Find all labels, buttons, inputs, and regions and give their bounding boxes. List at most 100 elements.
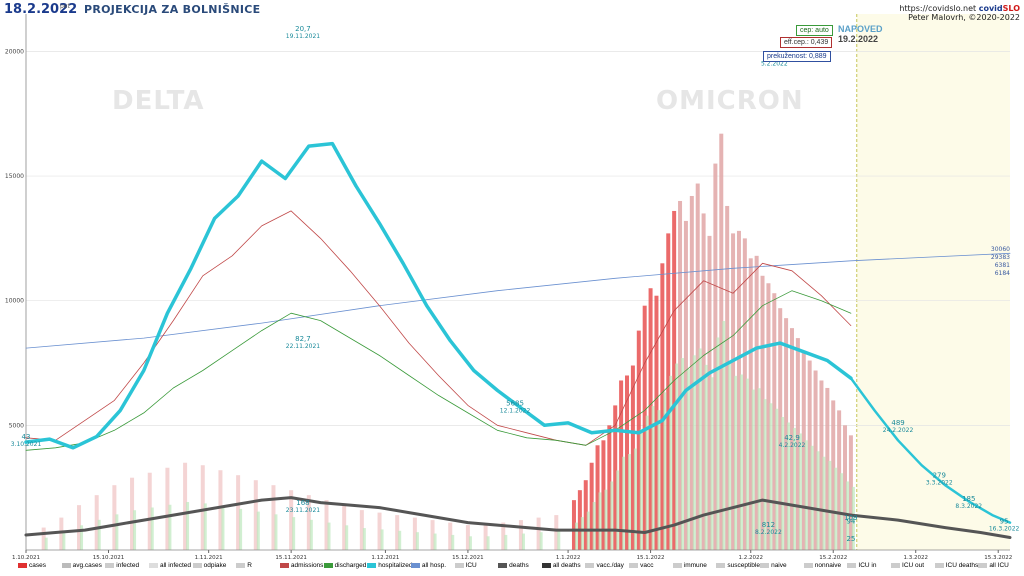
cases-bar bbox=[200, 465, 205, 550]
cases-bar bbox=[253, 480, 258, 550]
legend-item[interactable]: infected bbox=[105, 562, 139, 569]
legend-item[interactable]: ICU in bbox=[847, 562, 876, 569]
legend-item[interactable]: all ICU bbox=[978, 562, 1009, 569]
y-tick-label: 15000 bbox=[5, 173, 24, 180]
discharged-bar bbox=[345, 525, 349, 550]
cases-bar bbox=[619, 380, 624, 550]
discharged-bar bbox=[828, 460, 832, 550]
legend-label: avg.cases bbox=[72, 562, 102, 569]
legend-item[interactable]: ICU deaths bbox=[934, 562, 979, 569]
legend-item[interactable]: susceptible bbox=[716, 562, 760, 569]
discharged-bar bbox=[751, 389, 755, 550]
legend-item[interactable]: nonnaive bbox=[803, 562, 841, 569]
cases-bar bbox=[412, 517, 417, 550]
cases-bar bbox=[147, 472, 152, 550]
legend-item[interactable]: cases bbox=[18, 562, 46, 569]
variant-label-delta: DELTA bbox=[112, 86, 205, 116]
cases-bar bbox=[342, 505, 347, 550]
cases-bar bbox=[625, 375, 630, 550]
legend-label: all ICU bbox=[989, 562, 1009, 569]
legend-item[interactable]: all deaths bbox=[541, 562, 581, 569]
legend-label: ICU bbox=[465, 562, 477, 569]
cases-bar bbox=[289, 490, 294, 550]
legend-swatch bbox=[454, 562, 464, 568]
discharged-bar bbox=[539, 532, 543, 550]
legend-item[interactable]: R bbox=[236, 562, 252, 569]
annotation-value: 95 bbox=[1000, 517, 1009, 525]
x-tick-label: 15.2.2022 bbox=[819, 555, 847, 561]
legend-item[interactable]: admissions bbox=[279, 562, 323, 569]
cases-bar bbox=[595, 445, 600, 550]
legend-item[interactable]: avg.cases bbox=[61, 562, 102, 569]
legend-swatch bbox=[323, 562, 333, 568]
discharged-bar bbox=[698, 348, 702, 550]
cases-bar bbox=[607, 425, 612, 550]
cases-bar bbox=[183, 462, 188, 550]
legend-item[interactable]: all infected bbox=[148, 562, 192, 569]
legend-label: ICU deaths bbox=[945, 562, 979, 569]
legend-item[interactable]: ICU out bbox=[891, 562, 924, 569]
legend-swatch bbox=[716, 562, 726, 568]
annotation-value: 489 bbox=[891, 419, 904, 427]
discharged-bar bbox=[663, 392, 667, 550]
legend-label: deaths bbox=[509, 562, 529, 569]
cases-bar bbox=[789, 328, 794, 550]
legend-label: immune bbox=[683, 562, 707, 569]
discharged-bar bbox=[362, 528, 366, 550]
discharged-bar bbox=[734, 375, 738, 550]
discharged-bar bbox=[639, 429, 643, 550]
annotation-value: 5685 bbox=[506, 399, 524, 407]
discharged-bar bbox=[616, 470, 620, 550]
discharged-bar bbox=[604, 489, 608, 550]
cases-bar bbox=[589, 462, 594, 550]
cases-bar bbox=[112, 485, 117, 550]
annotation-date: 8.2.2022 bbox=[755, 529, 782, 536]
author-credit: Peter Malovrh, ©2020-2022 bbox=[908, 13, 1020, 22]
legend-item[interactable]: naive bbox=[760, 562, 787, 569]
legend-item[interactable]: odpiake bbox=[192, 562, 226, 569]
legend-swatch bbox=[192, 562, 202, 568]
legend-item[interactable]: all hosp. bbox=[410, 562, 446, 569]
cases-bar bbox=[713, 163, 718, 550]
discharged-bar bbox=[610, 481, 614, 550]
cases-bars bbox=[41, 133, 853, 551]
annotation-value: 43 bbox=[22, 433, 31, 441]
annotation-value: 82,7 bbox=[295, 335, 311, 343]
discharged-bar bbox=[274, 514, 278, 550]
legend-item[interactable]: immune bbox=[672, 562, 707, 569]
legend-swatch bbox=[978, 562, 988, 568]
cases-bar bbox=[601, 440, 606, 550]
legend-item[interactable]: deaths bbox=[498, 562, 529, 569]
discharged-bar bbox=[816, 451, 820, 550]
legend-item[interactable]: vacc./day bbox=[585, 562, 624, 569]
annotation-value: 109 bbox=[844, 514, 857, 522]
legend-label: vacc./day bbox=[596, 562, 624, 569]
cases-bar bbox=[766, 283, 771, 550]
discharged-bar bbox=[669, 375, 673, 550]
cases-bar bbox=[465, 525, 470, 550]
cases-bar bbox=[837, 410, 842, 550]
legend-label: susceptible bbox=[727, 562, 760, 569]
cases-bar bbox=[77, 505, 82, 550]
x-tick-label: 1.11.2021 bbox=[195, 555, 223, 561]
x-tick-label: 1.1.2022 bbox=[556, 555, 581, 561]
annotation-date: 4.2.2022 bbox=[779, 442, 806, 449]
legend-item[interactable]: vacc bbox=[629, 562, 654, 569]
discharged-bar bbox=[840, 473, 844, 550]
cases-bar bbox=[554, 515, 559, 550]
cases-bar bbox=[518, 520, 523, 550]
legend-item[interactable]: hospitalized bbox=[367, 562, 413, 569]
legend-item[interactable]: ICU bbox=[454, 562, 477, 569]
annotation-value: 25 bbox=[846, 535, 855, 543]
discharged-bar bbox=[728, 360, 732, 550]
discharged-bar bbox=[692, 355, 696, 550]
cases-bar bbox=[754, 255, 759, 551]
legend-label: all infected bbox=[159, 562, 192, 569]
y-tick-label: 20000 bbox=[5, 48, 24, 55]
legend-item[interactable]: discharged bbox=[323, 562, 366, 569]
x-tick-label: 1.3.2022 bbox=[903, 555, 928, 561]
x-tick-label: 1.12.2021 bbox=[371, 555, 399, 561]
site-link[interactable]: https://covidslo.net covidSLO bbox=[899, 4, 1020, 13]
cases-bar bbox=[306, 495, 311, 550]
